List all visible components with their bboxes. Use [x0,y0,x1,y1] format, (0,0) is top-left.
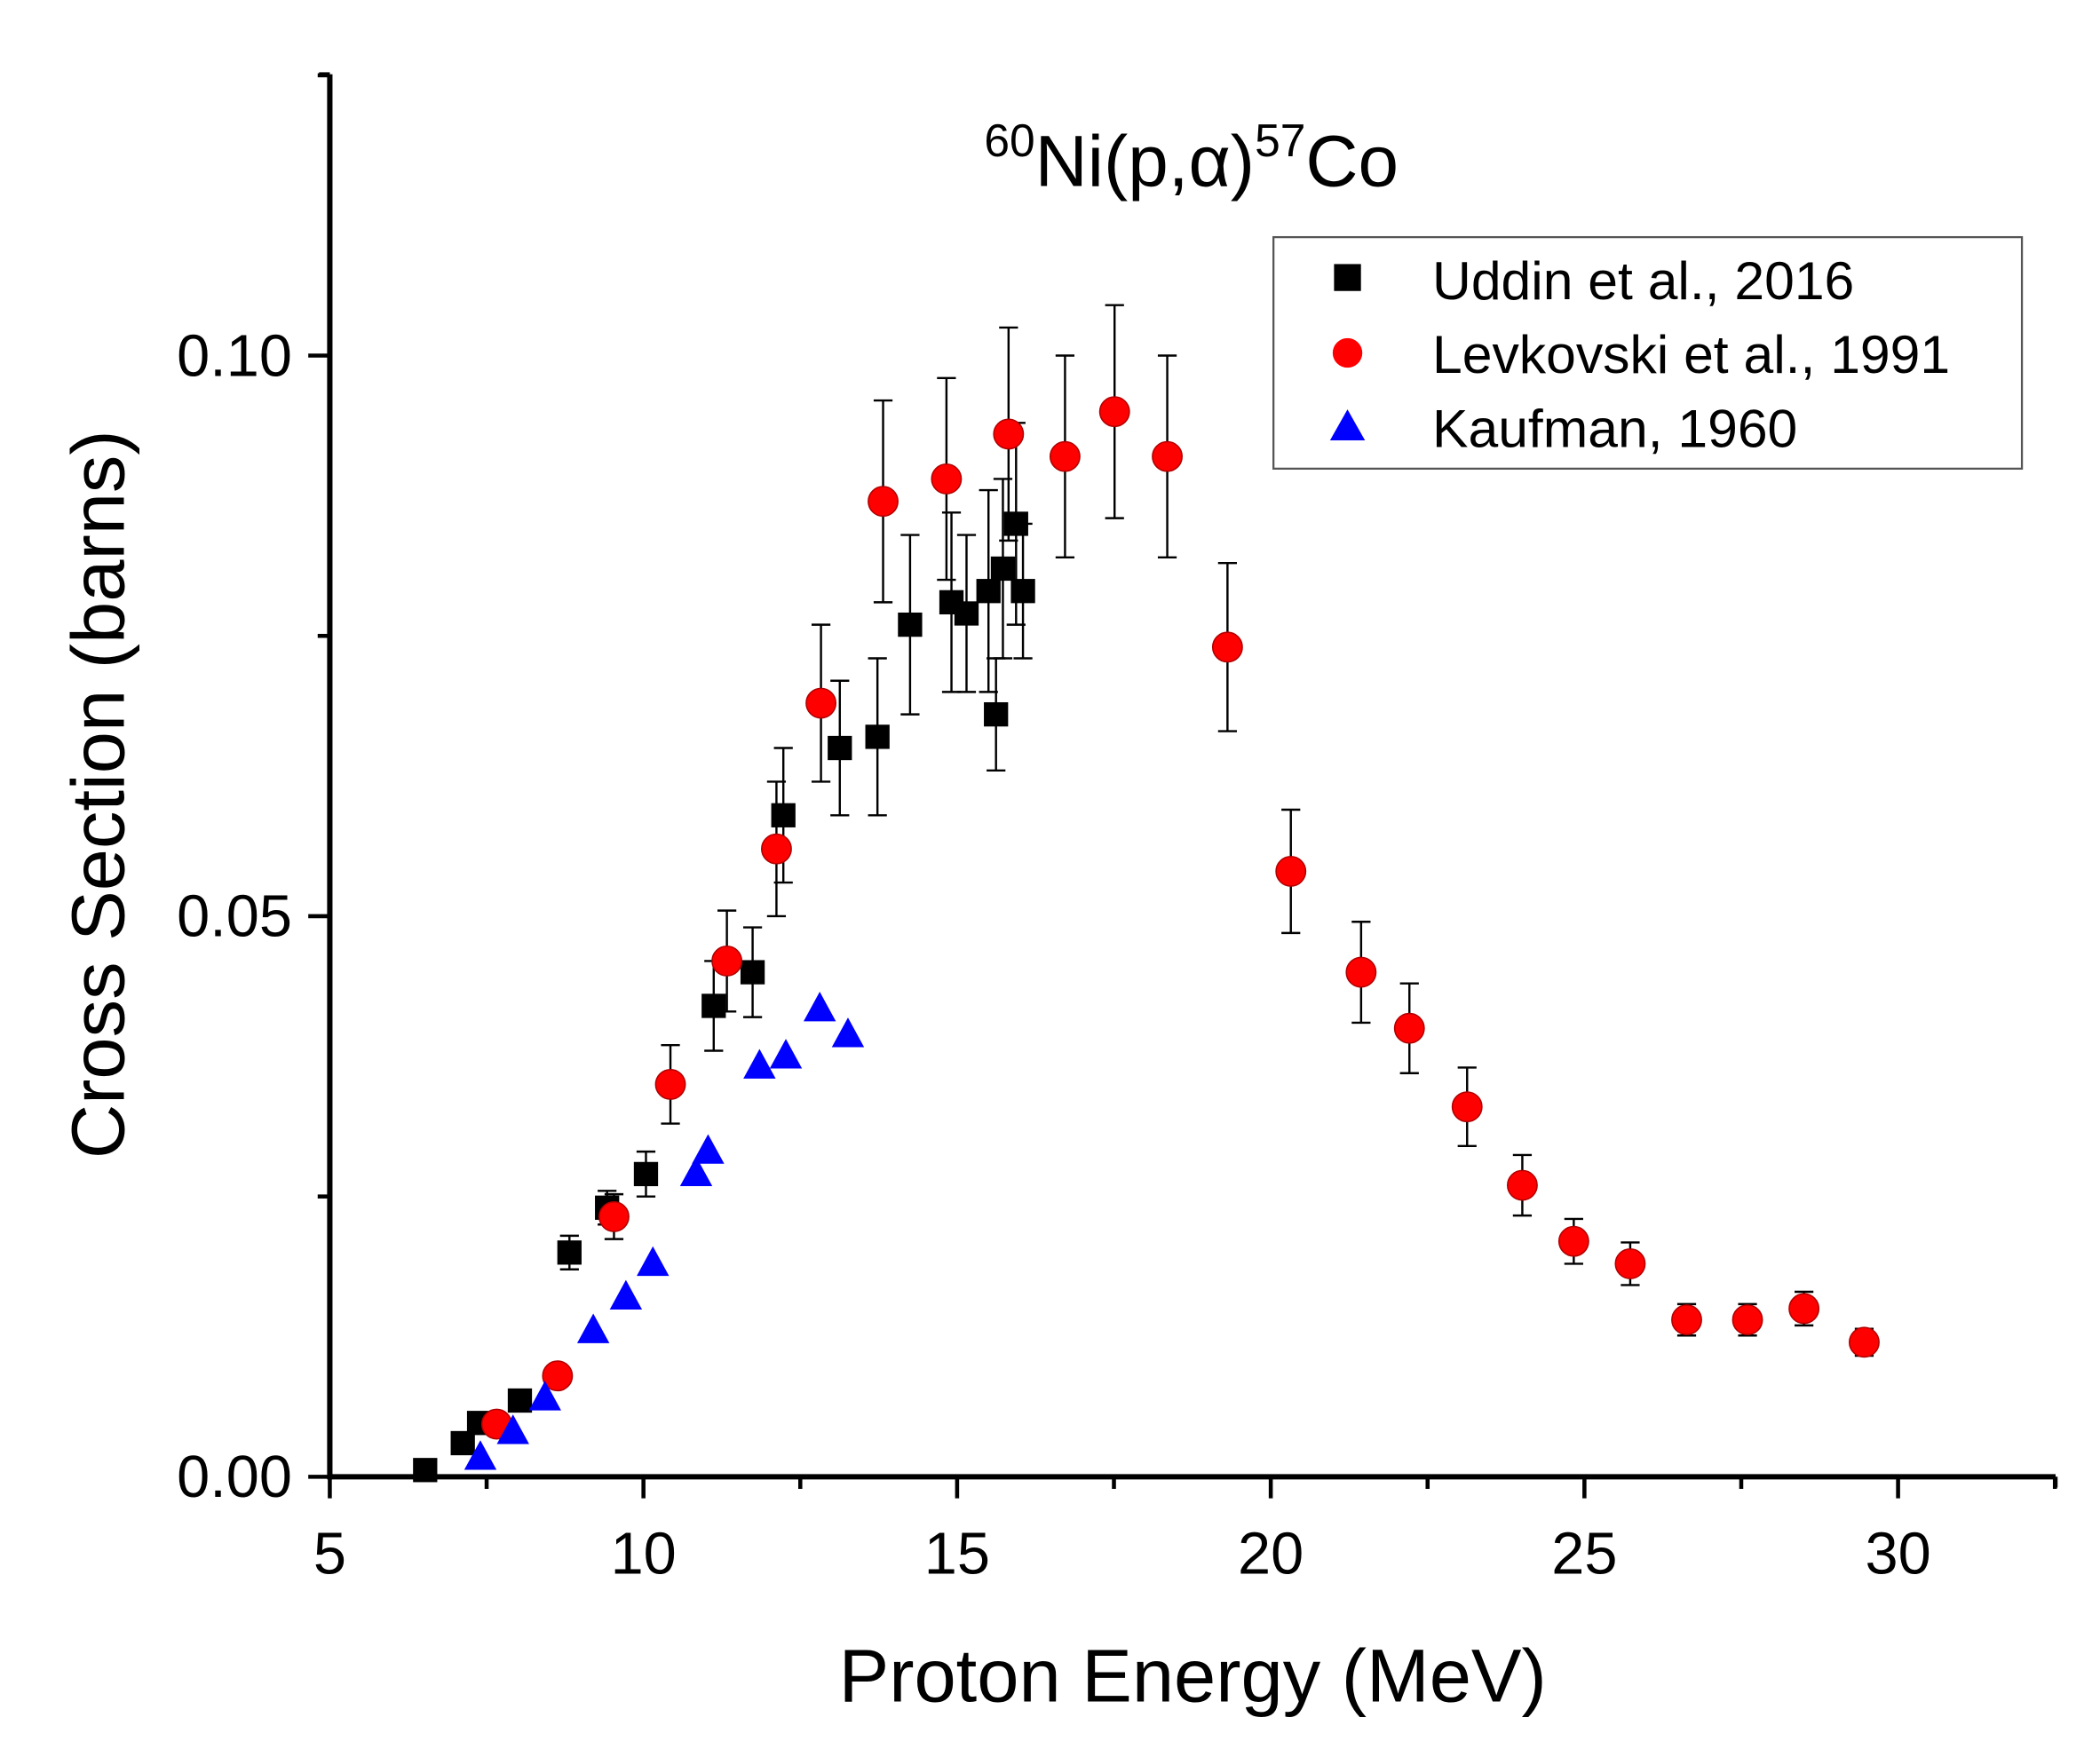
kaufman-point [831,1017,865,1048]
uddin-point [740,960,765,985]
y-tick-label: 0.10 [177,323,292,389]
x-axis-label: Proton Energy (MeV) [839,1634,1547,1718]
levkovski-point [868,486,899,518]
levkovski-point [1275,856,1307,887]
legend-label-uddin: Uddin et al., 2016 [1432,250,1854,311]
levkovski-point [805,687,837,719]
x-tick-label: 25 [1551,1522,1617,1587]
uddin-point [633,1161,659,1187]
uddin-point [1010,579,1035,604]
y-axis-label: Cross Section (barns) [55,430,139,1159]
x-tick-label: 30 [1866,1522,1931,1587]
kaufman-point [692,1134,725,1164]
levkovski-point [542,1360,574,1392]
levkovski-point [711,946,743,977]
legend-label-kaufman: Kaufman, 1960 [1432,399,1797,459]
title-mass-target: 60 [984,115,1034,166]
levkovski-point [760,833,792,865]
kaufman-point [637,1246,670,1277]
legend-label-levkovski: Levkovski et al., 1991 [1432,324,1950,384]
levkovski-point [1393,1012,1425,1044]
levkovski-point [1098,396,1130,428]
levkovski-point [654,1068,686,1100]
levkovski-point [1506,1169,1538,1201]
legend-circle-icon [1332,337,1363,368]
levkovski-point [1451,1091,1483,1123]
uddin-point [976,579,1001,604]
legend-box [1272,235,2024,471]
levkovski-point [1732,1304,1763,1336]
uddin-point [771,803,796,827]
legend-triangle-icon [1329,409,1366,441]
x-tick-label: 5 [313,1522,346,1587]
axes: 5 10 15 20 25 30 0.00 0.05 0.10 [177,72,2058,1587]
levkovski-point [1671,1304,1702,1336]
x-tick-label: 20 [1238,1522,1304,1587]
legend: Uddin et al., 2016 Levkovski et al., 199… [1272,235,2024,471]
x-tick-label: 15 [924,1522,990,1587]
y-tick-label: 0.05 [177,884,292,950]
levkovski-point [931,463,963,495]
kaufman-point [679,1156,713,1187]
levkovski-point [1557,1225,1589,1257]
levkovski-point [1788,1293,1820,1325]
levkovski-point [1345,956,1377,988]
kaufman-point [496,1414,529,1444]
chart-title: 60Ni(p,α)57Co [984,115,1399,202]
levkovski-point [1614,1247,1646,1279]
uddin-point [701,993,726,1018]
title-product: Co [1305,122,1399,202]
levkovski-point [993,418,1025,450]
kaufman-point [743,1049,776,1079]
levkovski-point [598,1200,630,1232]
kaufman-point [576,1313,610,1343]
title-reaction: Ni(p,α) [1035,122,1255,202]
x-tick-label: 10 [611,1522,677,1587]
uddin-point [828,735,852,761]
uddin-point [1003,511,1028,536]
levkovski-point [1211,631,1243,663]
uddin-point [507,1388,533,1413]
y-tick-label: 0.00 [177,1444,292,1510]
levkovski-point [1152,440,1183,472]
kaufman-point [803,992,836,1022]
kaufman-point [528,1381,561,1411]
kaufman-point [769,1039,803,1069]
kaufman-point [464,1440,497,1470]
uddin-point [984,701,1009,727]
uddin-point [557,1240,582,1265]
uddin-point [413,1458,438,1483]
uddin-point [990,556,1016,582]
data-markers [413,396,1880,1483]
levkovski-point [1849,1326,1880,1358]
title-mass-product: 57 [1255,115,1305,166]
levkovski-point [1049,440,1081,472]
uddin-point [865,724,890,749]
kaufman-point [609,1279,643,1310]
legend-square-icon [1334,264,1361,291]
uddin-point [954,601,979,626]
uddin-point [898,612,923,637]
